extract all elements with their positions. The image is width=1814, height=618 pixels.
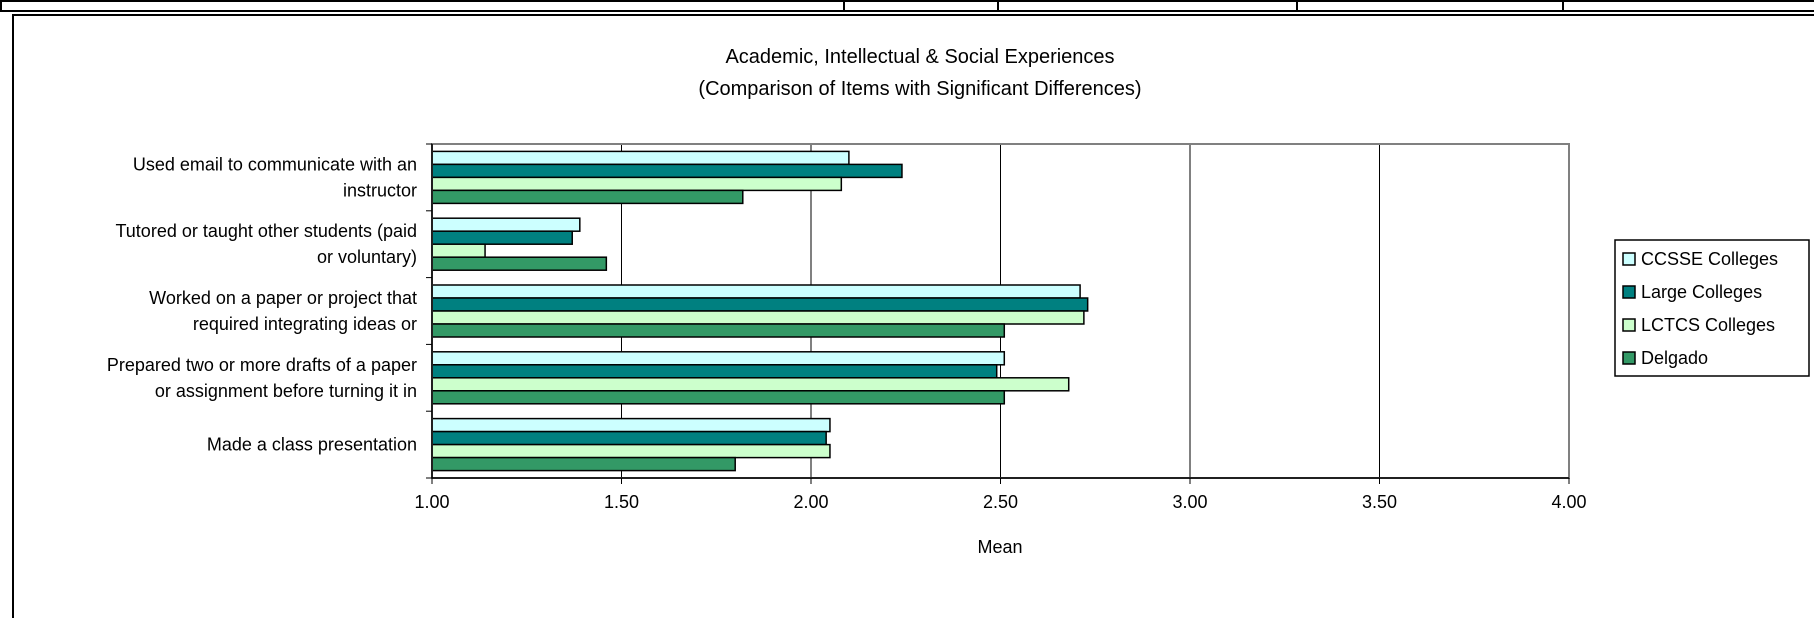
legend-swatch	[1622, 351, 1636, 365]
x-tick-label: 1.00	[414, 492, 449, 512]
chart-title: Academic, Intellectual & Social Experien…	[725, 46, 1114, 68]
bar-ccsse-colleges	[431, 217, 581, 232]
category-label-line: instructor	[343, 180, 417, 200]
x-tick-label: 2.00	[793, 492, 828, 512]
bar-large-colleges	[431, 364, 998, 379]
bar-ccsse-colleges	[431, 284, 1081, 299]
legend-label: LCTCS Colleges	[1641, 315, 1775, 335]
category-label-line: Made a class presentation	[207, 435, 417, 455]
category-label: Prepared two or more drafts of a paper or…	[107, 355, 417, 401]
legend-swatch	[1622, 285, 1636, 299]
bar-large-colleges	[431, 230, 573, 245]
category-label-line: or voluntary)	[317, 247, 417, 267]
bar-lctcs-colleges	[431, 310, 1085, 325]
plot-area: 1.00 1.50 2.00 2.50 3.00 3.50 4.00 Used email t…	[107, 143, 1587, 512]
x-tick-label: 4.00	[1551, 492, 1586, 512]
bar-delgado	[431, 323, 1006, 338]
bar-ccsse-colleges	[431, 417, 831, 433]
bar-delgado	[431, 390, 1006, 405]
bar-delgado	[431, 256, 608, 271]
bar-lctcs-colleges	[431, 243, 486, 258]
x-tick-label: 3.00	[1172, 492, 1207, 512]
legend-label: CCSSE Colleges	[1641, 249, 1778, 269]
bar-ccsse-colleges	[431, 150, 850, 166]
x-tick-label: 1.50	[604, 492, 639, 512]
chart-subtitle: (Comparison of Items with Significant Di…	[698, 78, 1141, 100]
category-label: Worked on a paper or project that require…	[149, 288, 417, 334]
category-label-line: or assignment before turning it in	[155, 381, 417, 401]
category-label: Tutored or taught other students (paid or…	[115, 221, 417, 267]
legend-box	[1614, 239, 1810, 377]
legend-label: Large Colleges	[1641, 282, 1762, 302]
bar-delgado	[431, 456, 736, 472]
x-tick-label: 3.50	[1362, 492, 1397, 512]
bar-delgado	[431, 189, 744, 205]
bar-lctcs-colleges	[431, 176, 843, 192]
x-tick-label: 2.50	[983, 492, 1018, 512]
category-label-line: required integrating ideas or	[193, 314, 417, 334]
legend-swatch	[1622, 318, 1636, 332]
legend: CCSSE Colleges Large Colleges LCTCS Colleg…	[1614, 239, 1810, 377]
category-label-line: Worked on a paper or project that	[149, 288, 417, 308]
bar-large-colleges	[431, 297, 1089, 312]
category-label: Made a class presentation	[207, 435, 417, 455]
category-label: Used email to communicate with an instruc…	[133, 154, 417, 200]
legend-swatch	[1622, 252, 1636, 266]
bar-lctcs-colleges	[431, 443, 831, 459]
category-label-line: Used email to communicate with an	[133, 154, 417, 174]
bar-lctcs-colleges	[431, 377, 1070, 392]
bar-ccsse-colleges	[431, 351, 1006, 366]
table-border-strip	[0, 0, 1814, 12]
x-axis-title: Mean	[977, 537, 1022, 557]
chart-frame	[12, 14, 1814, 618]
legend-label: Delgado	[1641, 348, 1708, 368]
bar-large-colleges	[431, 430, 827, 446]
bar-large-colleges	[431, 163, 903, 179]
category-label-line: Prepared two or more drafts of a paper	[107, 355, 417, 375]
category-label-line: Tutored or taught other students (paid	[115, 221, 417, 241]
